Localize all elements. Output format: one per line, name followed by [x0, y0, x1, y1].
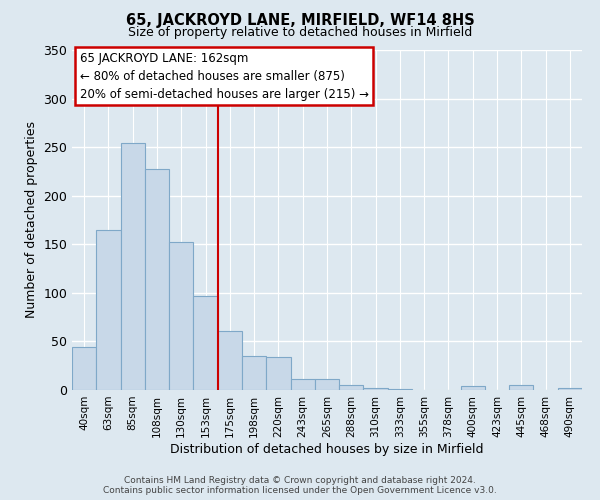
Bar: [193, 296, 218, 390]
Bar: [242, 356, 266, 390]
Bar: [266, 357, 290, 390]
Text: Size of property relative to detached houses in Mirfield: Size of property relative to detached ho…: [128, 26, 472, 39]
Bar: [509, 385, 533, 390]
Bar: [388, 389, 412, 390]
Bar: [72, 348, 96, 390]
Text: 65 JACKROYD LANE: 162sqm
← 80% of detached houses are smaller (875)
20% of semi-: 65 JACKROYD LANE: 162sqm ← 80% of detach…: [80, 52, 368, 100]
Bar: [96, 230, 121, 390]
X-axis label: Distribution of detached houses by size in Mirfield: Distribution of detached houses by size …: [170, 442, 484, 456]
Bar: [218, 330, 242, 390]
Y-axis label: Number of detached properties: Number of detached properties: [25, 122, 38, 318]
Bar: [558, 388, 582, 390]
Bar: [339, 385, 364, 390]
Bar: [364, 388, 388, 390]
Text: 65, JACKROYD LANE, MIRFIELD, WF14 8HS: 65, JACKROYD LANE, MIRFIELD, WF14 8HS: [125, 12, 475, 28]
Bar: [145, 168, 169, 390]
Bar: [169, 242, 193, 390]
Bar: [290, 380, 315, 390]
Bar: [315, 380, 339, 390]
Bar: [121, 144, 145, 390]
Text: Contains HM Land Registry data © Crown copyright and database right 2024.: Contains HM Land Registry data © Crown c…: [124, 476, 476, 485]
Text: Contains public sector information licensed under the Open Government Licence v3: Contains public sector information licen…: [103, 486, 497, 495]
Bar: [461, 386, 485, 390]
